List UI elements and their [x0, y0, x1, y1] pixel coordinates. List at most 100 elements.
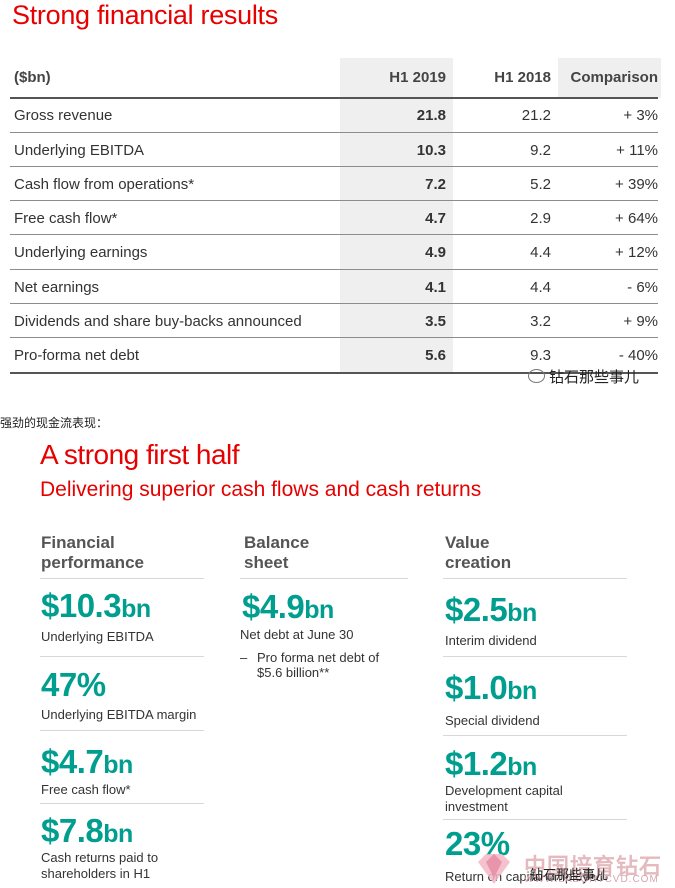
row-comparison: + 11% [616, 142, 658, 159]
col3-divider [443, 819, 627, 820]
diamond-logo-icon [478, 854, 510, 884]
row-h1-2018: 21.2 [521, 107, 551, 124]
row-comparison: + 39% [615, 176, 658, 193]
metric-caption: Interim dividend [445, 633, 537, 648]
row-divider [10, 303, 658, 304]
metric-value: $1.2bn [445, 745, 537, 783]
row-h1-2019: 10.3 [416, 142, 446, 159]
row-comparison: + 3% [623, 107, 658, 124]
table-header-row: ($bn) H1 2019 H1 2018 Comparison [10, 60, 658, 94]
row-h1-2019: 5.6 [425, 347, 446, 364]
h1-2019-column-shade [340, 58, 453, 374]
value-unit: bn [121, 595, 151, 623]
metric-caption: Net debt at June 30 [240, 627, 354, 642]
header-comparison: Comparison [570, 69, 658, 86]
row-h1-2019: 4.9 [425, 244, 446, 261]
row-label: Net earnings [14, 279, 100, 296]
row-label: Free cash flow* [14, 210, 118, 227]
row-label: Cash flow from operations* [14, 176, 195, 193]
metric-caption: Free cash flow* [41, 782, 131, 797]
col3-divider [443, 735, 627, 736]
caption-line-2: shareholders in H1 [41, 866, 151, 881]
row-divider [10, 166, 658, 167]
value-number: $7.8 [41, 812, 104, 849]
value-unit: bn [304, 596, 334, 624]
row-comparison: + 64% [615, 210, 658, 227]
row-comparison: + 9% [623, 313, 658, 330]
bullet-line-2: $5.6 billion** [257, 665, 330, 680]
metric-value: 47% [41, 666, 106, 704]
row-h1-2018: 9.2 [530, 142, 551, 159]
heading-line-2: sheet [244, 553, 289, 572]
value-number: $2.5 [445, 591, 508, 628]
table-row: Free cash flow* 4.7 2.9 + 64% [10, 201, 658, 235]
page-title: Strong financial results [12, 0, 278, 30]
col2-divider [240, 578, 408, 579]
heading-line-1: Financial [41, 533, 115, 552]
wechat-icon [528, 369, 545, 384]
col1-divider [40, 578, 204, 579]
value-number: $1.2 [445, 745, 508, 782]
watermark-wechat: 钻石那些事儿 [528, 366, 639, 387]
watermark-text: 钻石那些事儿 [549, 369, 640, 386]
value-unit: bn [507, 599, 537, 627]
col1-divider [40, 730, 204, 731]
row-h1-2018: 9.3 [530, 347, 551, 364]
caption-line-1: Development capital [445, 783, 563, 798]
row-h1-2018: 4.4 [530, 244, 551, 261]
metric-value: $4.7bn [41, 743, 133, 781]
table-row: Cash flow from operations* 7.2 5.2 + 39% [10, 167, 658, 201]
table-row: Underlying EBITDA 10.3 9.2 + 11% [10, 133, 658, 167]
metric-caption: Underlying EBITDA margin [41, 707, 197, 722]
header-h1-2018: H1 2018 [494, 69, 551, 86]
value-unit: bn [103, 820, 133, 848]
col3-divider [443, 656, 627, 657]
metric-value: $7.8bn [41, 812, 133, 850]
header-h1-2019: H1 2019 [389, 69, 446, 86]
caption-line-1: Cash returns paid to [41, 850, 159, 865]
metric-value: $10.3bn [41, 587, 151, 625]
bullet-line-1: Pro forma net debt of [257, 650, 380, 665]
watermark-wechat-2: 钻石那些事儿 [530, 867, 609, 882]
col1-divider [40, 656, 204, 657]
bullet-text: Pro forma net debt of $5.6 billion** [257, 650, 379, 680]
row-h1-2019: 21.8 [416, 107, 446, 124]
row-comparison: - 6% [627, 279, 658, 296]
watermark-site-url: WWW.LABGHTCVD.COM [524, 874, 659, 885]
row-label: Underlying EBITDA [14, 142, 145, 159]
row-h1-2018: 4.4 [530, 279, 551, 296]
table-row: Dividends and share buy-backs announced … [10, 304, 658, 338]
heading-line-2: creation [445, 553, 512, 572]
comparison-header-shade [558, 58, 661, 98]
metric-caption: Return on capital employed [445, 869, 604, 884]
table-row: Pro-forma net debt 5.6 9.3 - 40% [10, 338, 658, 372]
value-unit: bn [103, 751, 133, 779]
row-h1-2019: 4.7 [425, 210, 446, 227]
metric-caption: Underlying EBITDA [41, 629, 154, 644]
value-number: $1.0 [445, 669, 508, 706]
chinese-caption: 强劲的现金流表现： [0, 416, 109, 430]
value-unit: bn [507, 677, 537, 705]
slide-subtitle: Delivering superior cash flows and cash … [40, 478, 482, 501]
table-row: Underlying earnings 4.9 4.4 + 12% [10, 235, 658, 269]
heading-line-2: performance [41, 553, 144, 572]
col-financial-performance-heading: Financial performance [41, 533, 144, 573]
value-number: $10.3 [41, 587, 122, 624]
header-unit: ($bn) [14, 69, 51, 86]
row-h1-2018: 3.2 [530, 313, 551, 330]
value-number: $4.7 [41, 743, 104, 780]
row-comparison: + 12% [615, 244, 658, 261]
row-h1-2019: 7.2 [425, 176, 446, 193]
heading-line-1: Balance [244, 533, 310, 552]
heading-line-1: Value [445, 533, 490, 552]
row-divider [10, 200, 658, 201]
metric-value: $4.9bn [242, 588, 334, 626]
row-h1-2018: 2.9 [530, 210, 551, 227]
row-h1-2019: 4.1 [425, 279, 446, 296]
value-number: $4.9 [242, 588, 305, 625]
metric-caption: Development capital investment [445, 783, 563, 815]
row-label: Underlying earnings [14, 244, 148, 261]
metric-value: $2.5bn [445, 591, 537, 629]
row-divider [10, 234, 658, 235]
row-divider [10, 337, 658, 338]
